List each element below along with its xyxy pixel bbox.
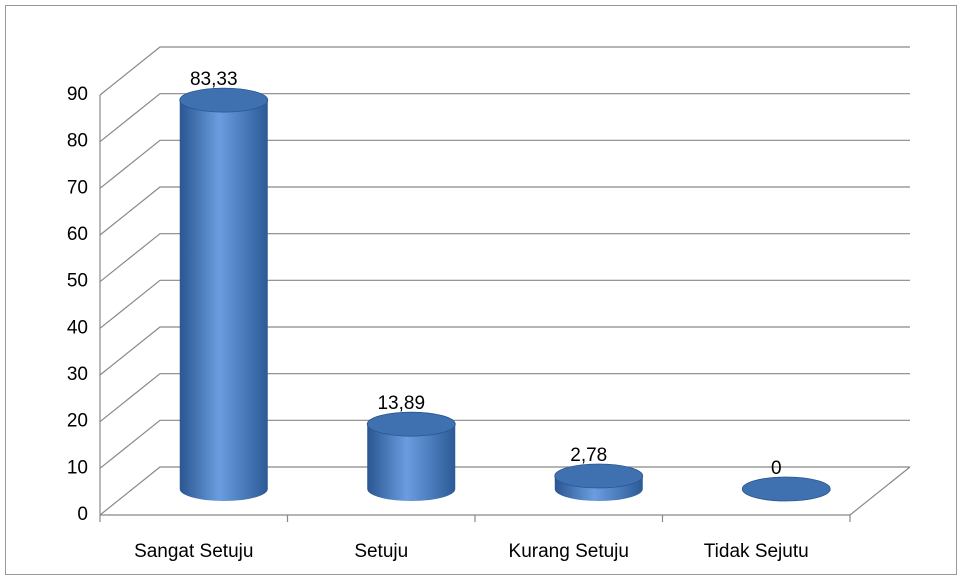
bar-top [741,476,831,502]
grid-line [99,466,910,516]
bar [367,424,456,501]
grid-line [99,373,910,423]
grid-line [99,233,910,283]
y-tick-label: 80 [67,131,88,152]
grid-line [99,93,910,143]
y-tick-label: 90 [67,84,88,105]
y-tick-label: 40 [67,317,88,338]
bar-top [366,411,456,437]
x-tick-label: Kurang Setuju [509,541,629,562]
x-tick-label: Setuju [354,541,408,562]
y-tick-label: 0 [77,504,88,525]
grid-line [99,279,910,329]
y-tick-label: 60 [67,224,88,245]
bar [179,100,268,502]
grid-line [99,326,910,376]
x-tick-label: Tidak Sejutu [704,541,809,562]
grid-line [99,419,910,469]
y-tick-label: 70 [67,177,88,198]
bar-top [554,463,644,489]
y-tick-label: 10 [67,457,88,478]
x-tick-label: Sangat Setuju [134,541,253,562]
grid-line [99,46,910,96]
bar-top [179,87,269,113]
y-tick-label: 20 [67,411,88,432]
y-tick-label: 30 [67,364,88,385]
value-label: 13,89 [377,393,425,414]
grid-line [99,186,910,236]
value-label: 0 [771,458,782,479]
value-label: 2,78 [570,445,607,466]
y-tick-label: 50 [67,271,88,292]
grid-line [99,139,910,189]
value-label: 83,33 [190,69,238,90]
